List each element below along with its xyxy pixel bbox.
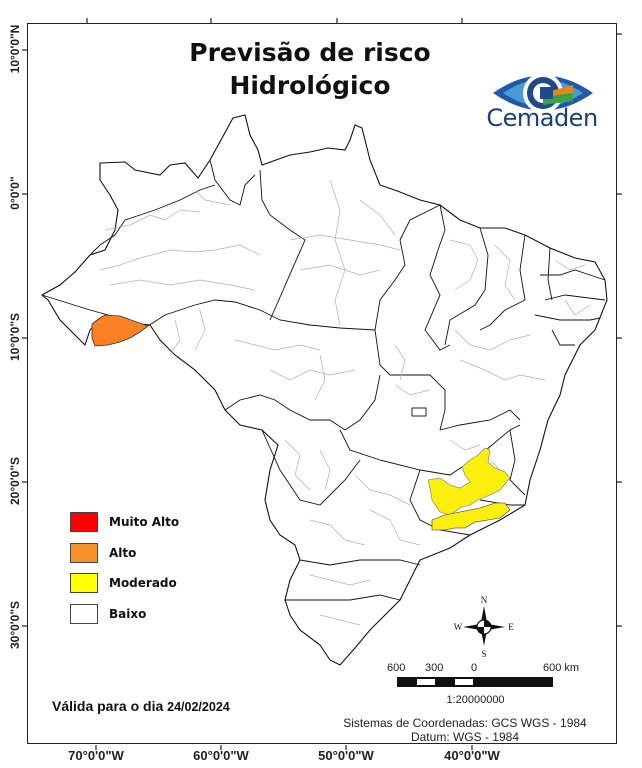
swatch-moderado xyxy=(70,573,98,594)
legend-label: Alto xyxy=(109,545,137,560)
east-label: E xyxy=(508,622,514,632)
risk-area-moderado-2 xyxy=(431,502,511,531)
scale-tick-0: 0 xyxy=(471,662,478,674)
legend-item-moderado: Moderado xyxy=(70,568,179,599)
lon-label-40w: 40°0'0"W xyxy=(444,748,500,763)
legend-item-baixo: Baixo xyxy=(70,599,179,630)
title-line-1: Previsão de risco xyxy=(189,38,431,67)
lat-label-20s: 20°0'0"S xyxy=(8,456,22,506)
validity-note: Válida para o dia 24/02/2024 xyxy=(52,698,230,714)
validity-date: 24/02/2024 xyxy=(167,700,230,714)
legend-item-muito-alto: Muito Alto xyxy=(70,507,179,538)
title-line-2: Hidrológico xyxy=(229,71,391,100)
lon-label-60w: 60°0'0"W xyxy=(193,748,249,763)
legend-item-alto: Alto xyxy=(70,538,179,569)
scale-tick-600-left: 600 xyxy=(387,662,406,674)
datum-line: Datum: WGS - 1984 xyxy=(410,730,520,744)
legend-label: Muito Alto xyxy=(109,515,180,530)
south-label: S xyxy=(481,649,486,658)
lat-label-30s: 30°0'0"S xyxy=(8,600,22,650)
municipal-borders xyxy=(99,179,591,626)
frame-ticks xyxy=(22,18,622,750)
cemaden-logo-text: Cemaden xyxy=(486,104,598,132)
lon-label-70w: 70°0'0"W xyxy=(68,748,124,763)
swatch-baixo xyxy=(70,603,98,624)
scale-ratio: 1:20000000 xyxy=(446,694,505,706)
swatch-muito-alto xyxy=(70,512,98,533)
map-frame xyxy=(27,23,617,744)
north-arrow-icon: N S W E xyxy=(454,595,515,658)
north-label: N xyxy=(481,595,488,605)
coordinate-system-note: Sistemas de Coordenadas: GCS WGS - 1984 … xyxy=(340,716,590,744)
risk-area-alto xyxy=(91,314,149,347)
state-borders xyxy=(41,159,606,601)
cemaden-logo-icon xyxy=(493,73,593,113)
legend: Muito Alto Alto Moderado Baixo xyxy=(70,507,179,629)
legend-label: Moderado xyxy=(109,576,177,591)
scale-tick-300: 300 xyxy=(425,662,444,674)
coordinate-system-line: Sistemas de Coordenadas: GCS WGS - 1984 xyxy=(343,716,587,730)
lon-label-50w: 50°0'0"W xyxy=(318,748,374,763)
map-title: Previsão de risco Hidrológico xyxy=(150,36,470,102)
validity-prefix: Válida para o dia xyxy=(52,698,164,714)
lat-label-10n: 10°0'0"N xyxy=(8,24,22,74)
lat-label-10s: 10°0'0"S xyxy=(8,312,22,362)
scale-bar xyxy=(397,677,553,687)
risk-area-moderado-1 xyxy=(427,447,511,516)
legend-label: Baixo xyxy=(109,606,147,621)
scale-tick-600-right: 600 km xyxy=(543,662,580,674)
lat-label-0: 0°0'0" xyxy=(8,176,22,210)
swatch-alto xyxy=(70,542,98,563)
west-label: W xyxy=(454,622,463,632)
